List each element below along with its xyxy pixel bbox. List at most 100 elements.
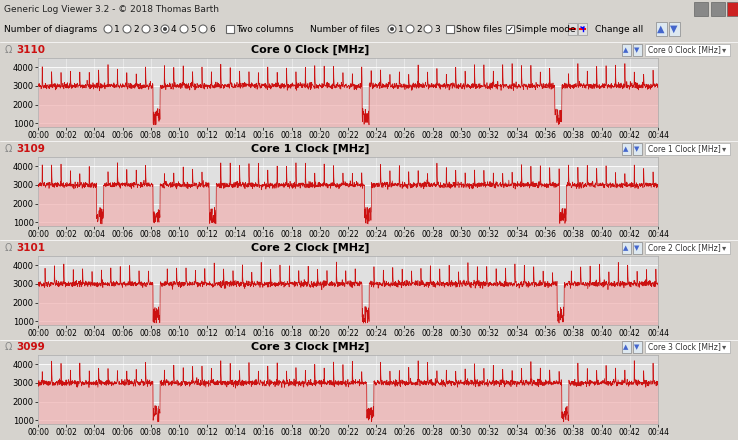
- Text: Core 3 Clock [MHz]: Core 3 Clock [MHz]: [251, 342, 369, 352]
- Bar: [38, 321, 658, 325]
- Bar: [645, 44, 730, 56]
- Bar: [38, 123, 658, 127]
- Bar: [38, 420, 658, 424]
- Text: ▲: ▲: [624, 245, 629, 251]
- Circle shape: [123, 25, 131, 33]
- Bar: [694, 2, 708, 16]
- Text: 6: 6: [209, 25, 215, 33]
- Text: 3: 3: [152, 25, 158, 33]
- Text: ▼: ▼: [635, 245, 640, 251]
- Circle shape: [104, 25, 112, 33]
- Text: ▾: ▾: [722, 144, 726, 154]
- Bar: [622, 341, 631, 353]
- Bar: [645, 242, 730, 254]
- Text: 3099: 3099: [16, 342, 45, 352]
- Bar: [38, 383, 658, 402]
- Text: ▲: ▲: [624, 47, 629, 53]
- Text: 2: 2: [133, 25, 139, 33]
- Text: Number of diagrams: Number of diagrams: [4, 25, 97, 33]
- Text: ▲: ▲: [624, 344, 629, 350]
- Circle shape: [424, 25, 432, 33]
- Text: ▼: ▼: [635, 47, 640, 53]
- Bar: [38, 86, 658, 105]
- Text: Generic Log Viewer 3.2 - © 2018 Thomas Barth: Generic Log Viewer 3.2 - © 2018 Thomas B…: [4, 4, 219, 14]
- Bar: [711, 2, 725, 16]
- Text: Ω: Ω: [5, 144, 13, 154]
- Circle shape: [180, 25, 188, 33]
- Text: ▾: ▾: [722, 243, 726, 253]
- Bar: [645, 341, 730, 353]
- Text: Core 0 Clock [MHz]: Core 0 Clock [MHz]: [648, 45, 721, 55]
- Text: ▼: ▼: [635, 146, 640, 152]
- Bar: [38, 265, 658, 284]
- Bar: [633, 242, 642, 254]
- Circle shape: [406, 25, 414, 33]
- Text: 5: 5: [190, 25, 196, 33]
- Text: Core 1 Clock [MHz]: Core 1 Clock [MHz]: [251, 144, 369, 154]
- Text: Change all: Change all: [595, 25, 644, 33]
- Bar: [38, 303, 658, 321]
- Bar: [506, 25, 514, 33]
- Bar: [38, 67, 658, 86]
- Bar: [645, 143, 730, 155]
- Text: 1: 1: [398, 25, 404, 33]
- Bar: [633, 44, 642, 56]
- Text: Number of files: Number of files: [310, 25, 379, 33]
- Text: 3: 3: [434, 25, 440, 33]
- Bar: [669, 22, 680, 36]
- Bar: [622, 242, 631, 254]
- Bar: [38, 58, 658, 67]
- Bar: [226, 25, 234, 33]
- Text: ✓: ✓: [506, 25, 514, 33]
- Text: Show files: Show files: [456, 25, 502, 33]
- Text: 3110: 3110: [16, 45, 45, 55]
- Bar: [38, 256, 658, 265]
- Bar: [38, 185, 658, 204]
- Bar: [446, 25, 454, 33]
- Circle shape: [199, 25, 207, 33]
- Text: 1: 1: [114, 25, 120, 33]
- Bar: [38, 222, 658, 226]
- Bar: [38, 166, 658, 185]
- Text: Ω: Ω: [5, 243, 13, 253]
- Bar: [38, 284, 658, 303]
- Text: Core 2 Clock [MHz]: Core 2 Clock [MHz]: [251, 243, 369, 253]
- Bar: [38, 105, 658, 123]
- Text: Simple mode: Simple mode: [516, 25, 576, 33]
- Circle shape: [163, 27, 167, 31]
- Bar: [38, 204, 658, 222]
- Text: ▾: ▾: [722, 342, 726, 352]
- Bar: [38, 364, 658, 383]
- Circle shape: [142, 25, 150, 33]
- Circle shape: [390, 27, 394, 31]
- Bar: [656, 22, 667, 36]
- Text: Core 3 Clock [MHz]: Core 3 Clock [MHz]: [648, 342, 721, 352]
- Text: ▲: ▲: [658, 24, 665, 34]
- Text: ▼: ▼: [635, 344, 640, 350]
- Bar: [568, 23, 577, 35]
- Bar: [633, 143, 642, 155]
- Bar: [38, 355, 658, 364]
- Text: 3101: 3101: [16, 243, 45, 253]
- Text: 4: 4: [171, 25, 176, 33]
- Text: ▲: ▲: [624, 146, 629, 152]
- Bar: [38, 402, 658, 420]
- Text: Ω: Ω: [5, 342, 13, 352]
- Bar: [727, 2, 738, 16]
- Bar: [578, 23, 587, 35]
- Text: ▼: ▼: [670, 24, 677, 34]
- Bar: [622, 143, 631, 155]
- Text: Ω: Ω: [5, 45, 13, 55]
- Text: Core 1 Clock [MHz]: Core 1 Clock [MHz]: [648, 144, 721, 154]
- Text: 2: 2: [416, 25, 421, 33]
- Text: Two columns: Two columns: [236, 25, 294, 33]
- Text: Core 2 Clock [MHz]: Core 2 Clock [MHz]: [648, 243, 721, 253]
- Circle shape: [161, 25, 169, 33]
- Bar: [38, 157, 658, 166]
- Bar: [622, 44, 631, 56]
- Circle shape: [388, 25, 396, 33]
- Text: Core 0 Clock [MHz]: Core 0 Clock [MHz]: [251, 45, 369, 55]
- Bar: [633, 341, 642, 353]
- Text: 3109: 3109: [16, 144, 45, 154]
- Text: ▾: ▾: [722, 45, 726, 55]
